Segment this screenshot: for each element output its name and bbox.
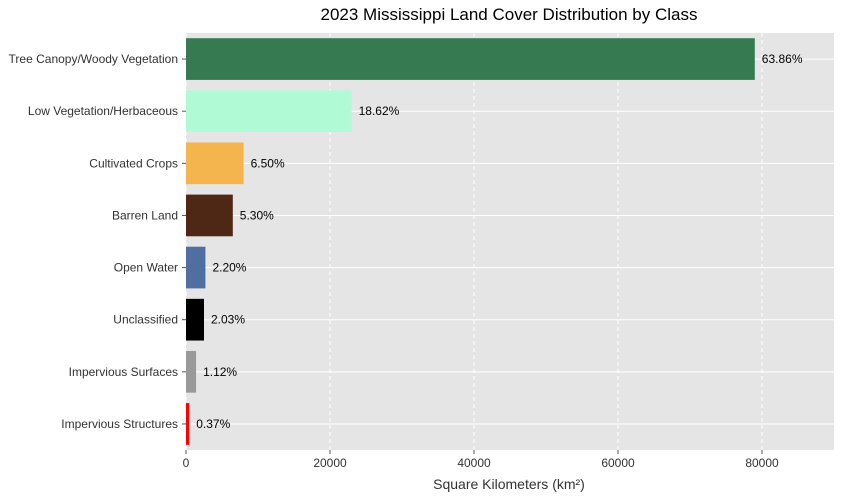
category-label: Barren Land: [112, 208, 178, 222]
data-label: 1.12%: [203, 365, 237, 379]
x-tick-label: 0: [183, 456, 190, 470]
bar: [186, 246, 206, 289]
category-label: Open Water: [114, 261, 178, 275]
bar: [186, 350, 197, 393]
bar: [186, 298, 204, 341]
category-label: Tree Canopy/Woody Vegetation: [9, 52, 178, 66]
category-label: Impervious Structures: [61, 417, 178, 431]
category-label: Low Vegetation/Herbaceous: [28, 104, 178, 118]
x-tick-label: 60000: [601, 456, 635, 470]
category-label: Cultivated Crops: [89, 156, 178, 170]
x-tick-label: 40000: [457, 456, 491, 470]
x-tick-label: 80000: [745, 456, 779, 470]
x-axis-label: Square Kilometers (km²): [433, 476, 585, 492]
bar: [186, 90, 352, 133]
data-label: 63.86%: [762, 52, 803, 66]
data-label: 2.03%: [211, 313, 245, 327]
bars: 63.86% 18.62% 6.50% 5.30% 2.20% 2.03% 1.12% 0.3…: [186, 38, 803, 445]
data-label: 5.30%: [240, 208, 274, 222]
y-axis-categories: Tree Canopy/Woody Vegetation Low Vegetati…: [9, 52, 186, 431]
bar: [186, 142, 244, 185]
x-axis-ticks: 0 20000 40000 60000 80000: [183, 450, 779, 470]
bar: [186, 403, 190, 445]
chart-title: 2023 Mississippi Land Cover Distribution…: [321, 5, 698, 24]
bar: [186, 194, 233, 237]
data-label: 2.20%: [212, 261, 246, 275]
bar: [186, 38, 755, 80]
x-tick-label: 20000: [313, 456, 347, 470]
category-label: Unclassified: [113, 313, 178, 327]
data-label: 6.50%: [251, 156, 285, 170]
data-label: 18.62%: [359, 104, 400, 118]
data-label: 0.37%: [196, 417, 230, 431]
category-label: Impervious Surfaces: [69, 365, 178, 379]
